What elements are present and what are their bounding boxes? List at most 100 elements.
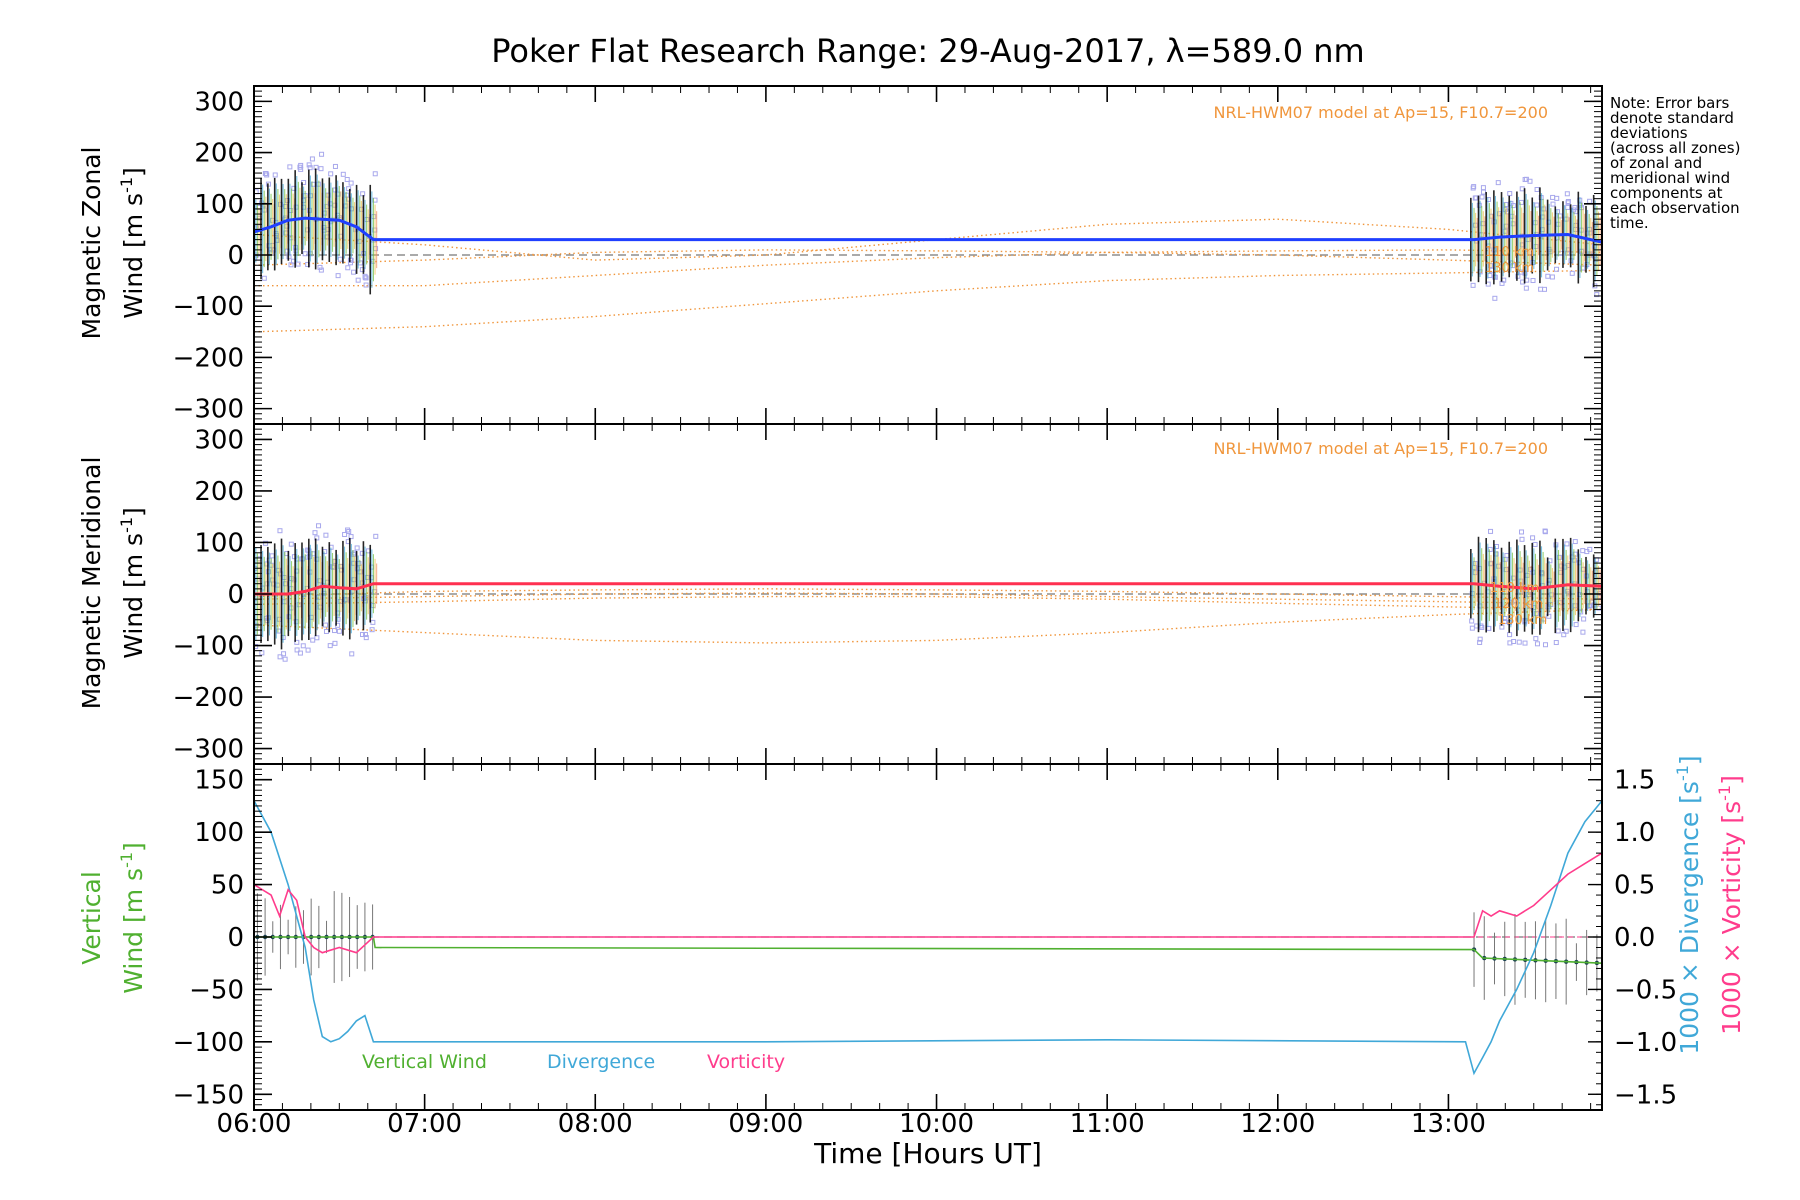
- meridional-ylabel-wind: Wind: [119, 596, 148, 659]
- y-tick-label: −300: [173, 395, 244, 425]
- y-tick-label: −100: [173, 632, 244, 662]
- meridional-alt-label-2: 130 km: [1498, 613, 1547, 628]
- zonal-alt-label-1: 130 km: [1485, 261, 1534, 276]
- meridional-mean-line: [254, 582, 1602, 596]
- zonal-scatter-point: [1534, 202, 1540, 208]
- zonal-scatter-point: [1519, 186, 1525, 192]
- y-tick-label: 100: [194, 190, 244, 220]
- meridional-scatter-point: [363, 635, 369, 641]
- meridional-scatter-point: [323, 628, 329, 634]
- x-tick-label: 11:00: [1070, 1109, 1145, 1139]
- series-vertical-wind: [254, 936, 1602, 964]
- y-tick-label: −200: [173, 343, 244, 373]
- meridional-scatter-point: [297, 650, 303, 656]
- zonal-scatter-point: [1515, 273, 1521, 279]
- y2-tick-label: −1.5: [1614, 1080, 1677, 1110]
- y2-tick-label: 1.0: [1614, 818, 1655, 848]
- zonal-scatter-point: [345, 265, 351, 271]
- zonal-scatter-point: [344, 192, 350, 198]
- zonal-scatter-point: [283, 204, 289, 210]
- y-tick-label: −150: [173, 1080, 244, 1110]
- zonal-scatter-point: [302, 251, 308, 257]
- zonal-scatter-point: [318, 166, 324, 172]
- meridional-scatter-point: [359, 550, 365, 556]
- meridional-ylabel-line2: Wind [m s-1]: [117, 507, 148, 659]
- zonal-model-label: NRL-HWM07 model at Ap=15, F10.7=200: [1214, 103, 1548, 122]
- zonal-scatter-point: [1510, 203, 1516, 209]
- zonal-scatter-point: [372, 171, 378, 177]
- meridional-scatter-point: [277, 528, 283, 534]
- zonal-alt-label-0: 110 km: [1485, 245, 1534, 260]
- vertical-panel: 1.5 1.0 0.5 0.0 −0.5 −1.0 −1.5 150 100 50 0 −50 −100…: [173, 763, 1677, 1111]
- meridional-model-curve-2: [254, 595, 1602, 611]
- note-line-5: meridional wind: [1610, 169, 1730, 187]
- meridional-scatter-point: [359, 580, 365, 586]
- meridional-scatter-point: [1546, 613, 1552, 619]
- meridional-scatter-point: [277, 654, 283, 660]
- meridional-scatter-point: [1477, 639, 1483, 645]
- meridional-scatter-point: [294, 647, 300, 653]
- meridional-scatter-point: [360, 632, 366, 638]
- zonal-scatter-point: [1476, 202, 1482, 208]
- note-line-8: time.: [1610, 214, 1649, 232]
- meridional-scatter-point: [1584, 549, 1590, 555]
- meridional-scatter-point: [1502, 619, 1508, 625]
- y2-tick-label: 0.0: [1614, 923, 1655, 953]
- meridional-model-label: NRL-HWM07 model at Ap=15, F10.7=200: [1214, 439, 1548, 458]
- zonal-scatter-point: [264, 172, 270, 178]
- meridional-scatter-point: [342, 532, 348, 538]
- zonal-scatter-point: [1503, 202, 1509, 208]
- vorticity-ylabel-text: 1000 × Vorticity [s: [1717, 801, 1746, 1035]
- y-tick-label: 50: [211, 871, 244, 901]
- meridional-ylabel-units: [m s: [119, 533, 148, 588]
- zonal-ylabel: Magnetic Zonal Wind [m s-1]: [77, 147, 148, 340]
- meridional-scatter-point: [1542, 529, 1548, 535]
- zonal-scatter-point: [1518, 199, 1524, 205]
- meridional-scatter-point: [254, 644, 259, 650]
- meridional-scatter-point: [282, 656, 288, 662]
- meridional-scatter-point: [336, 628, 342, 634]
- x-tick-label: 07:00: [387, 1109, 462, 1139]
- vorticity-ylabel: 1000 × Vorticity [s-1]: [1715, 775, 1746, 1035]
- meridional-scatter-point: [259, 650, 265, 656]
- zonal-scatter-point: [332, 187, 338, 193]
- y2-tick-label: 1.5: [1614, 766, 1655, 796]
- meridional-scatter-point: [1581, 616, 1587, 622]
- zonal-scatter-point: [355, 277, 361, 283]
- note-line-4: of zonal and: [1610, 154, 1702, 172]
- y-tick-label: 150: [194, 766, 244, 796]
- zonal-scatter-point: [295, 261, 301, 267]
- zonal-scatter-point: [332, 163, 338, 169]
- x-axis-label: Time [Hours UT]: [813, 1137, 1042, 1170]
- zonal-scatter-point: [335, 273, 341, 279]
- meridional-scatter-point: [349, 651, 355, 657]
- meridional-scatter-point: [1469, 625, 1475, 631]
- meridional-model-curve-3: [254, 608, 1602, 644]
- meridional-scatter-point: [314, 635, 320, 641]
- meridional-alt-label-0: 110 km: [1490, 581, 1539, 596]
- vertical-ylabel: Vertical Wind [m s-1]: [77, 842, 148, 994]
- zonal-scatter-point: [317, 264, 323, 270]
- meridional-scatter-point: [1564, 541, 1570, 547]
- note-line-7: each observation: [1610, 199, 1740, 217]
- vertical-ylabel-line2: Wind [m s-1]: [117, 842, 148, 994]
- meridional-scatter-point: [1516, 639, 1522, 645]
- y-tick-label: 100: [194, 818, 244, 848]
- legend-divergence: Divergence: [547, 1051, 655, 1073]
- legend-vertical-wind: Vertical Wind: [362, 1051, 487, 1073]
- zonal-scatter-point: [340, 171, 346, 177]
- vertical-ylabel-close: ]: [119, 842, 148, 852]
- vertical-plot-area: [254, 800, 1602, 1076]
- meridional-scatter-point: [364, 574, 370, 580]
- zonal-scatter-point: [288, 262, 294, 268]
- zonal-scatter-point: [297, 164, 303, 170]
- y-tick-label: −200: [173, 683, 244, 713]
- meridional-scatter-point: [1511, 639, 1517, 645]
- meridional-scatter-point: [1479, 624, 1485, 630]
- zonal-scatter-point: [346, 186, 352, 192]
- zonal-scatter-point: [362, 273, 368, 279]
- x-tick-labels: 06:00 07:00 08:00 09:00 10:00 11:00 12:00 13:00: [217, 1109, 1486, 1139]
- meridional-scatter-point: [1573, 622, 1579, 628]
- meridional-scatter-point: [369, 627, 375, 633]
- series-divergence: [254, 800, 1602, 1076]
